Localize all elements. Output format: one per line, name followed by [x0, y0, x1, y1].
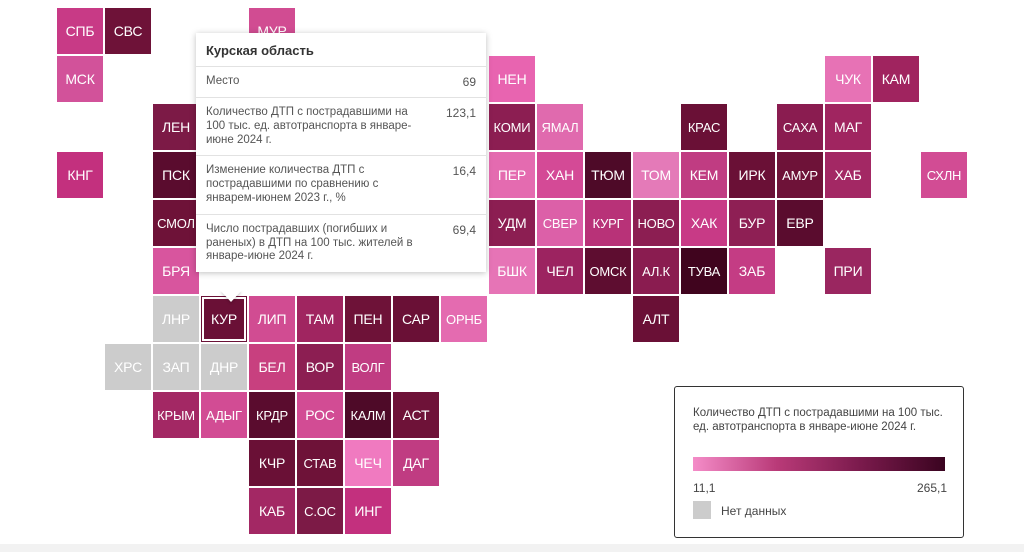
tooltip-row-label: Изменение количества ДТП с пострадавшими… [206, 164, 379, 204]
region-tile-37[interactable]: ТУВА [681, 248, 727, 294]
legend-max-value: 265,1 [916, 481, 947, 495]
region-tile-48[interactable]: ХРС [105, 344, 151, 390]
region-tile-24[interactable]: СМОЛ [153, 200, 199, 246]
region-tile-26[interactable]: СВЕР [537, 200, 583, 246]
region-tile-47[interactable]: АЛТ [633, 296, 679, 342]
region-tile-45[interactable]: САР [393, 296, 439, 342]
region-tile-54[interactable]: КРЫМ [153, 392, 199, 438]
region-tile-50[interactable]: ДНР [201, 344, 247, 390]
region-tile-49[interactable]: ЗАП [153, 344, 199, 390]
region-tile-61[interactable]: СТАВ [297, 440, 343, 486]
region-tooltip: Курская область Место 69 Количество ДТП … [196, 33, 486, 273]
region-tile-40[interactable]: ЛНР [153, 296, 199, 342]
region-tile-64[interactable]: КАБ [249, 488, 295, 534]
region-tile-27[interactable]: КУРГ [585, 200, 631, 246]
region-tile-22[interactable]: ХАБ [825, 152, 871, 198]
region-tile-58[interactable]: КАЛМ [345, 392, 391, 438]
region-tile-51[interactable]: БЕЛ [249, 344, 295, 390]
region-tile-55[interactable]: АДЫГ [201, 392, 247, 438]
region-tile-29[interactable]: ХАК [681, 200, 727, 246]
tooltip-row-change: Изменение количества ДТП с пострадавшими… [196, 156, 486, 215]
region-tile-21[interactable]: АМУР [777, 152, 823, 198]
region-tile-13[interactable]: КНГ [57, 152, 103, 198]
region-tile-66[interactable]: ИНГ [345, 488, 391, 534]
page-bottom-band [0, 544, 1024, 552]
region-tile-57[interactable]: РОС [297, 392, 343, 438]
region-tile-33[interactable]: БШК [489, 248, 535, 294]
region-tile-14[interactable]: ПСК [153, 152, 199, 198]
tooltip-row-accidents: Количество ДТП с пострадавшими на 100 ты… [196, 98, 486, 157]
region-tile-36[interactable]: АЛ.К [633, 248, 679, 294]
region-tile-16[interactable]: ХАН [537, 152, 583, 198]
region-tile-19[interactable]: КЕМ [681, 152, 727, 198]
map-legend: Количество ДТП с пострадавшими на 100 ты… [674, 386, 964, 538]
region-tile-46[interactable]: ОРНБ [441, 296, 487, 342]
region-tile-18[interactable]: ТОМ [633, 152, 679, 198]
region-tile-7[interactable]: ЛЕН [153, 104, 199, 150]
legend-nodata-swatch [693, 501, 711, 519]
region-tile-15[interactable]: ПЕР [489, 152, 535, 198]
region-tile-17[interactable]: ТЮМ [585, 152, 631, 198]
tooltip-row-value: 69,4 [452, 222, 476, 237]
tooltip-row-label: Количество ДТП с пострадавшими на 100 ты… [206, 106, 412, 146]
tooltip-row-rank: Место 69 [196, 67, 486, 98]
region-tile-59[interactable]: АСТ [393, 392, 439, 438]
region-tile-10[interactable]: КРАС [681, 104, 727, 150]
region-tile-25[interactable]: УДМ [489, 200, 535, 246]
region-tile-4[interactable]: НЕН [489, 56, 535, 102]
region-tile-11[interactable]: САХА [777, 104, 823, 150]
region-tile-30[interactable]: БУР [729, 200, 775, 246]
region-tile-39[interactable]: ПРИ [825, 248, 871, 294]
region-tile-28[interactable]: НОВО [633, 200, 679, 246]
tooltip-row-value: 16,4 [452, 164, 476, 179]
tooltip-title: Курская область [196, 33, 486, 67]
legend-color-scale [693, 457, 945, 471]
region-tile-5[interactable]: ЧУК [825, 56, 871, 102]
region-tile-3[interactable]: МСК [57, 56, 103, 102]
region-tile-31[interactable]: ЕВР [777, 200, 823, 246]
region-tile-8[interactable]: КОМИ [489, 104, 535, 150]
legend-nodata-label: Нет данных [721, 504, 787, 518]
tooltip-row-label: Место [206, 75, 240, 87]
region-tile-12[interactable]: МАГ [825, 104, 871, 150]
tooltip-pointer [220, 290, 242, 302]
region-tile-38[interactable]: ЗАБ [729, 248, 775, 294]
region-tile-53[interactable]: ВОЛГ [345, 344, 391, 390]
region-tile-32[interactable]: БРЯ [153, 248, 199, 294]
legend-min-value: 11,1 [693, 481, 716, 495]
region-tile-65[interactable]: С.ОС [297, 488, 343, 534]
region-tile-1[interactable]: СВС [105, 8, 151, 54]
tooltip-row-value: 123,1 [445, 106, 476, 120]
region-tile-56[interactable]: КРДР [249, 392, 295, 438]
region-tile-9[interactable]: ЯМАЛ [537, 104, 583, 150]
region-tile-41[interactable]: КУР [201, 296, 247, 342]
region-tile-20[interactable]: ИРК [729, 152, 775, 198]
region-tile-60[interactable]: КЧР [249, 440, 295, 486]
tooltip-row-label: Число пострадавших (погибших и раненых) … [206, 222, 413, 263]
region-tile-23[interactable]: СХЛН [921, 152, 967, 198]
region-tile-44[interactable]: ПЕН [345, 296, 391, 342]
tooltip-row-victims: Число пострадавших (погибших и раненых) … [196, 215, 486, 272]
region-tile-6[interactable]: КАМ [873, 56, 919, 102]
tooltip-row-value: 69 [462, 75, 476, 89]
region-tile-43[interactable]: ТАМ [297, 296, 343, 342]
region-tile-63[interactable]: ДАГ [393, 440, 439, 486]
region-tile-35[interactable]: ОМСК [585, 248, 631, 294]
legend-title: Количество ДТП с пострадавшими на 100 ты… [693, 407, 943, 433]
region-tile-0[interactable]: СПБ [57, 8, 103, 54]
region-tile-52[interactable]: ВОР [297, 344, 343, 390]
region-tile-62[interactable]: ЧЕЧ [345, 440, 391, 486]
region-tile-34[interactable]: ЧЕЛ [537, 248, 583, 294]
region-tile-42[interactable]: ЛИП [249, 296, 295, 342]
